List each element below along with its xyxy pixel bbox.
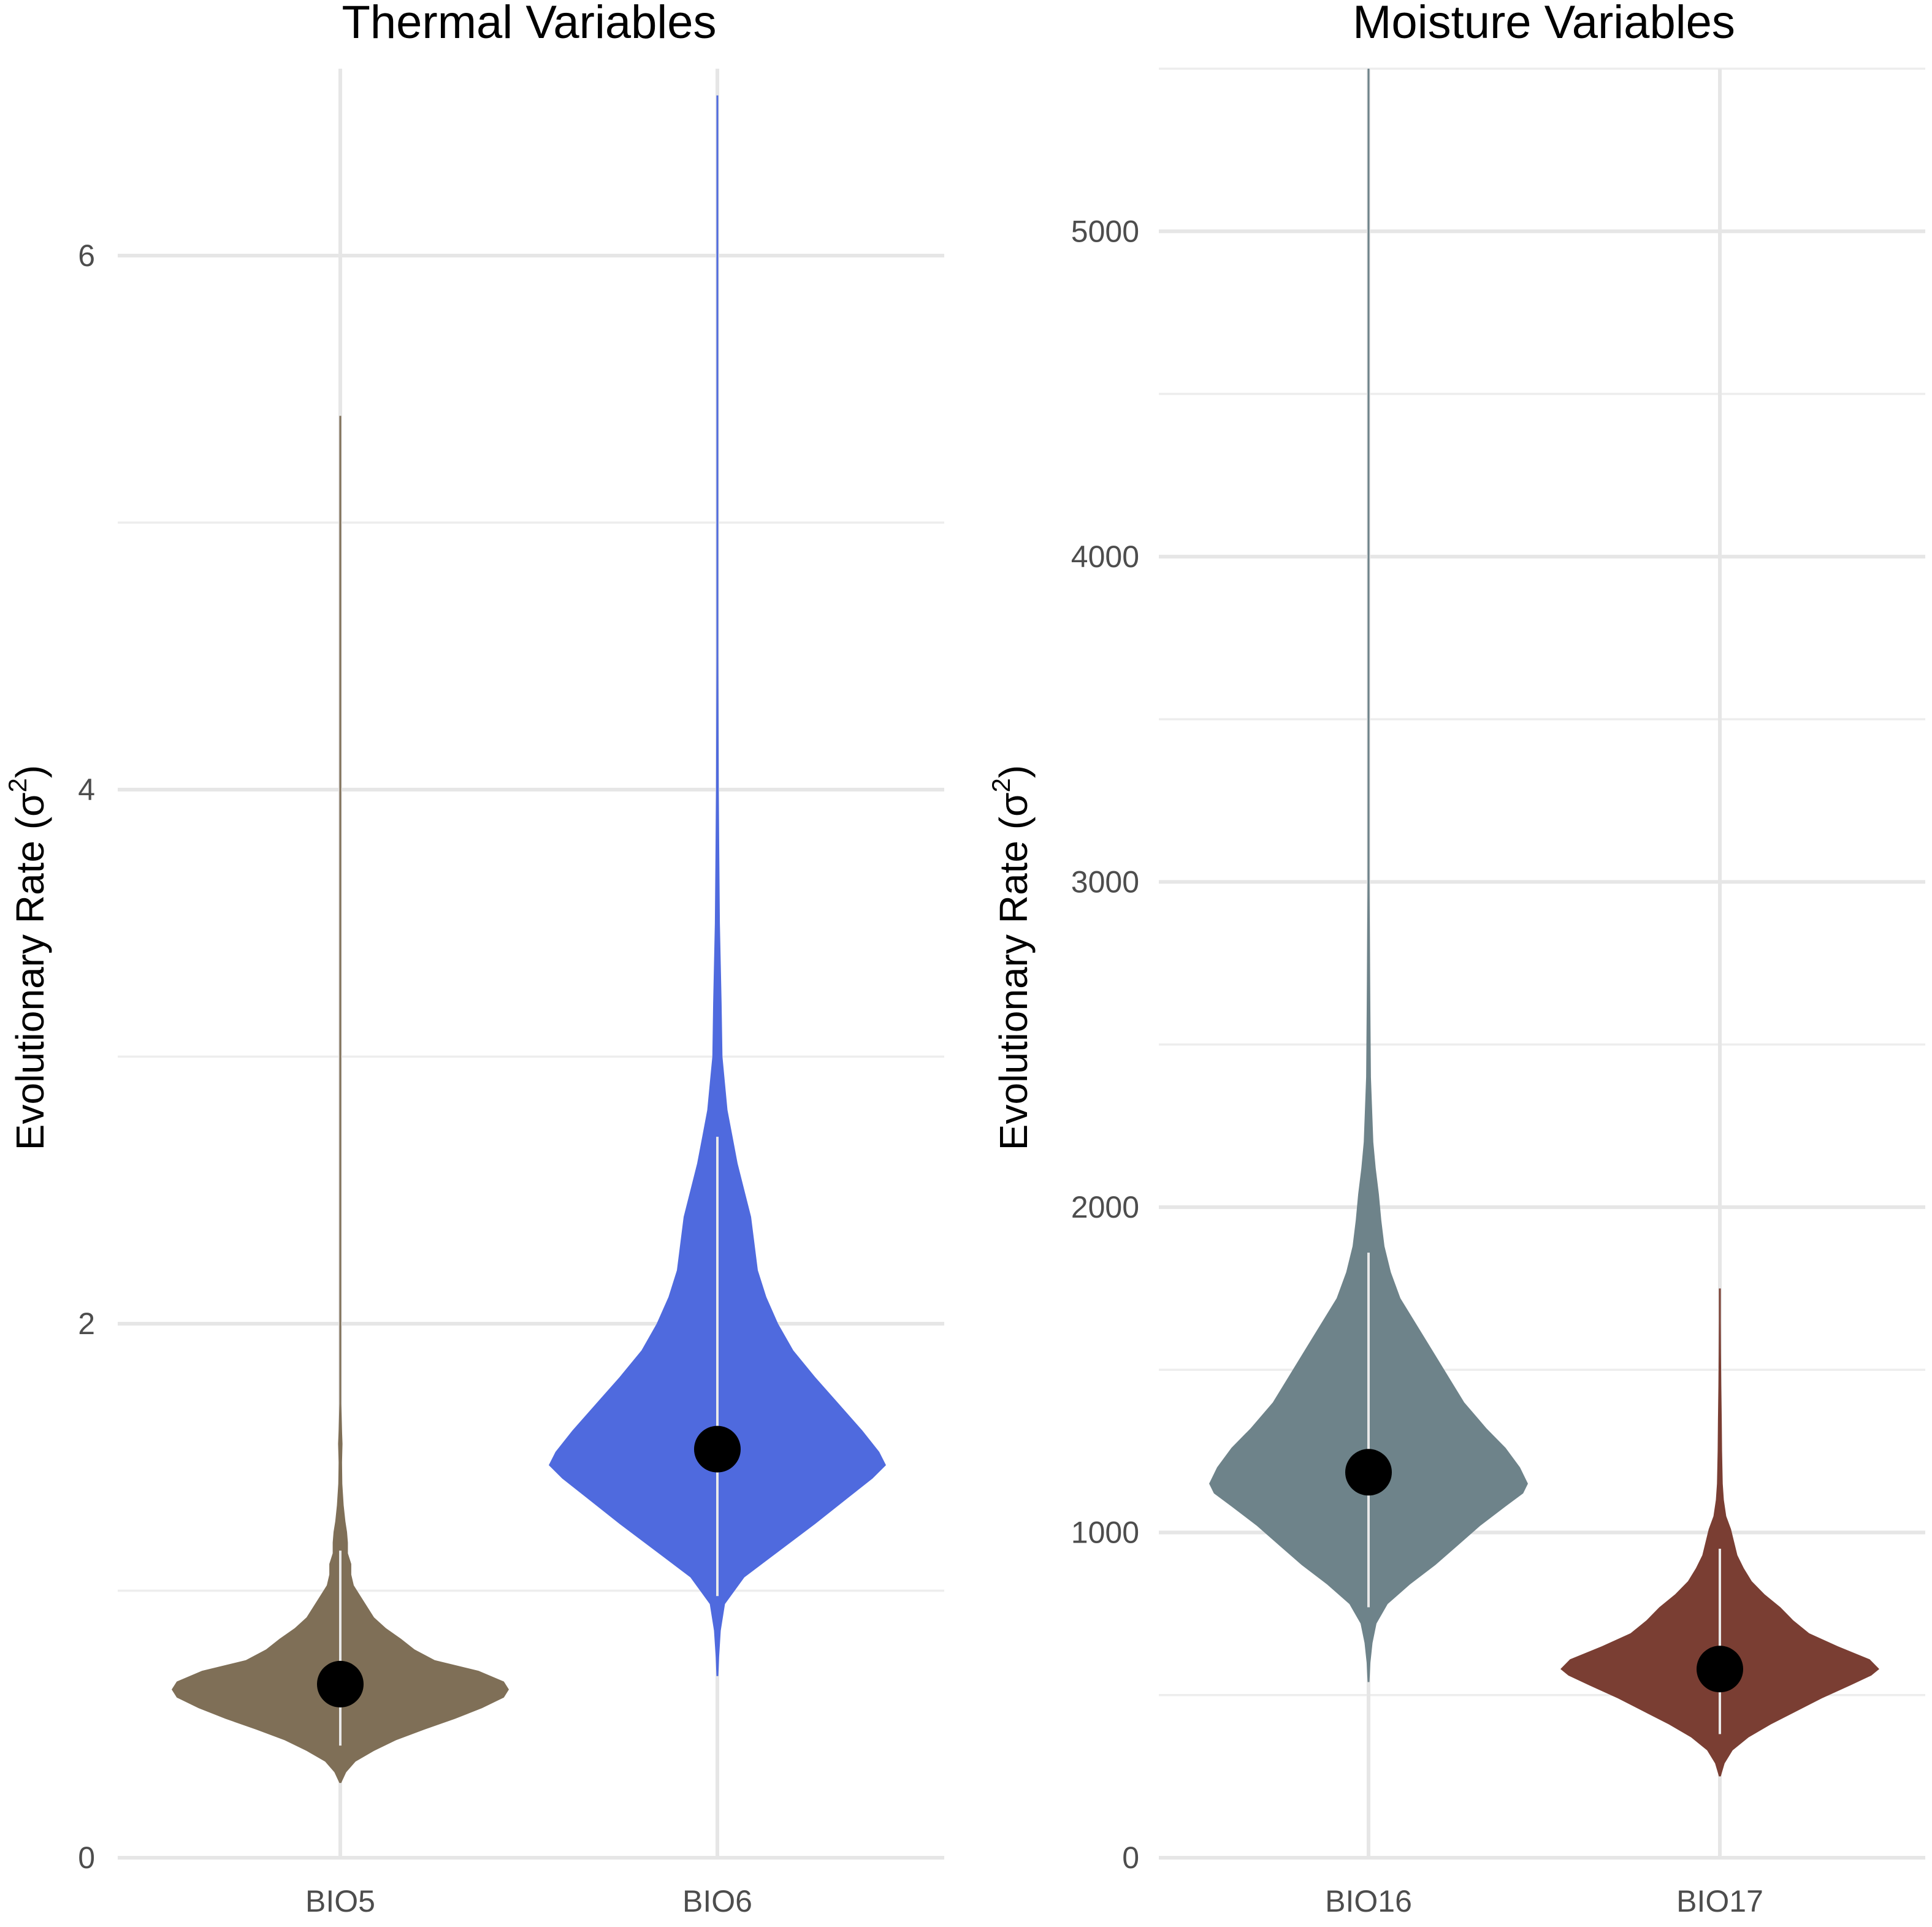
y-axis-title-superscript: 2 <box>3 778 32 792</box>
y-tick-label: 4 <box>78 773 95 807</box>
y-axis-title-close: ) <box>8 765 52 778</box>
panel-title: Moisture Variables <box>1353 0 1735 48</box>
violin-bio5 <box>172 416 509 1784</box>
violin-bio17 <box>1560 1288 1879 1777</box>
violin-body <box>172 416 509 1784</box>
y-axis-title-superscript: 2 <box>987 778 1015 792</box>
y-axis-title-close: ) <box>991 765 1036 778</box>
x-tick-label: BIO6 <box>682 1884 752 1918</box>
violin-body <box>1560 1288 1879 1777</box>
violin-bio16 <box>1209 69 1528 1682</box>
panel-moisture: Moisture Variables Evolutionary Rate (σ2… <box>987 0 1925 1918</box>
y-tick-label: 2 <box>78 1307 95 1341</box>
y-tick-label: 2000 <box>1071 1190 1139 1224</box>
violin-bio6 <box>549 95 886 1676</box>
y-axis-title-text: Evolutionary Rate ( <box>8 817 52 1150</box>
y-axis-title-symbol: σ <box>991 792 1036 817</box>
y-tick-label: 5000 <box>1071 214 1139 248</box>
y-tick-label: 3000 <box>1071 864 1139 899</box>
y-tick-label: 1000 <box>1071 1515 1139 1549</box>
x-tick-label: BIO16 <box>1325 1884 1412 1918</box>
y-axis-title-text: Evolutionary Rate ( <box>991 817 1036 1150</box>
x-tick-label: BIO5 <box>305 1884 375 1918</box>
violin-body <box>549 95 886 1676</box>
y-tick-label: 6 <box>78 238 95 273</box>
point-estimate <box>317 1660 364 1708</box>
panel-thermal: Thermal Variables Evolutionary Rate (σ2)… <box>3 0 944 1918</box>
violin-body <box>1209 69 1528 1682</box>
point-estimate <box>694 1425 741 1473</box>
y-axis-title: Evolutionary Rate (σ2) <box>987 765 1036 1150</box>
y-tick-label: 4000 <box>1071 540 1139 574</box>
panel-title: Thermal Variables <box>342 0 716 48</box>
y-axis-title: Evolutionary Rate (σ2) <box>3 765 52 1150</box>
point-estimate <box>1345 1449 1392 1496</box>
y-tick-label: 0 <box>78 1841 95 1875</box>
point-estimate <box>1697 1646 1743 1693</box>
x-tick-label: BIO17 <box>1676 1884 1763 1918</box>
y-axis-title-symbol: σ <box>8 792 52 817</box>
y-tick-label: 0 <box>1122 1841 1139 1875</box>
